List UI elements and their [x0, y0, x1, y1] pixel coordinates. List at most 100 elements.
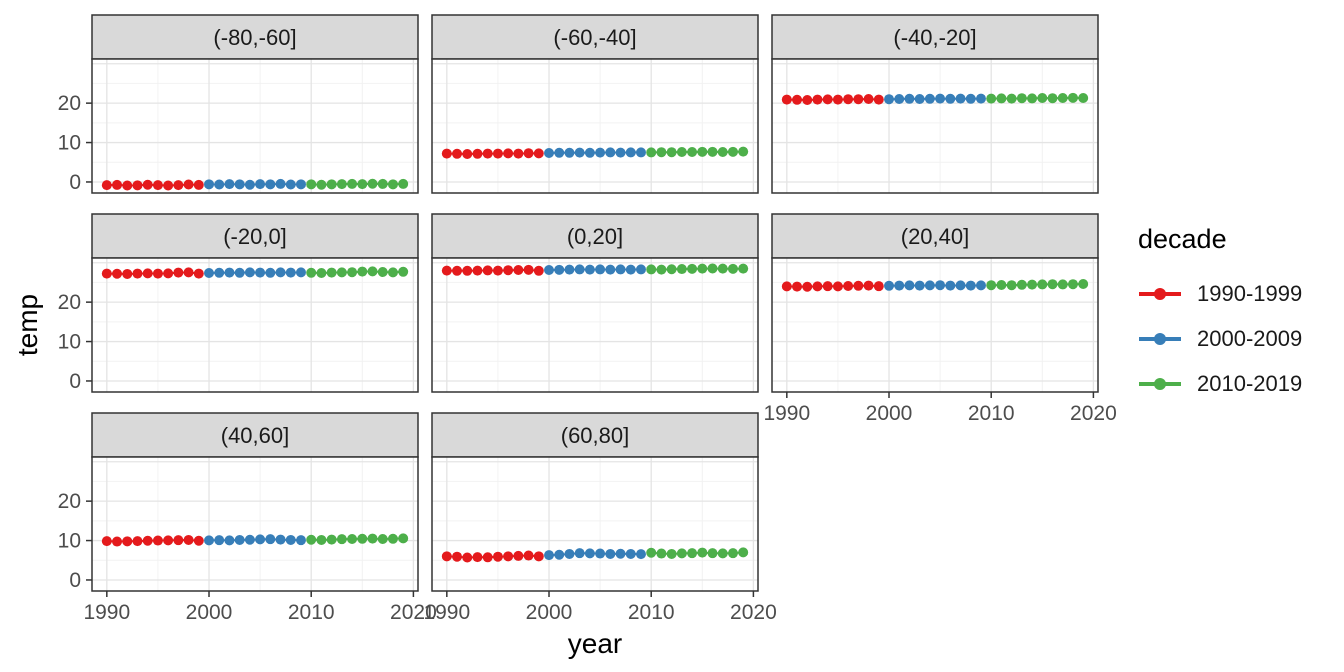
- y-axis-tick-label: 0: [69, 370, 81, 393]
- panel-background: [92, 59, 418, 193]
- data-point: [183, 267, 194, 278]
- data-point: [132, 268, 143, 279]
- data-point: [554, 264, 565, 275]
- legend-entries: 1990-1999 2000-2009 2010-2019: [1138, 271, 1302, 406]
- data-point: [717, 548, 728, 559]
- data-point: [625, 147, 636, 158]
- data-point: [513, 550, 524, 561]
- data-point: [112, 536, 123, 547]
- facet-strip-label: (-20,0]: [223, 224, 287, 249]
- data-point: [295, 535, 306, 546]
- data-point: [1047, 279, 1058, 290]
- data-point: [255, 267, 266, 278]
- x-axis-tick-label: 2020: [390, 601, 437, 624]
- data-point: [492, 265, 503, 276]
- data-point: [595, 264, 606, 275]
- data-point: [544, 550, 555, 561]
- data-point: [656, 548, 667, 559]
- panel-border: [91, 456, 419, 592]
- data-point: [1006, 280, 1017, 291]
- data-point: [625, 264, 636, 275]
- facet-strip: [771, 213, 1099, 259]
- data-point: [564, 264, 575, 275]
- panel-border: [771, 58, 1099, 194]
- data-point: [142, 268, 153, 279]
- data-point: [214, 267, 225, 278]
- data-point: [574, 147, 585, 158]
- y-axis-tick-label: 10: [58, 530, 81, 553]
- panel-border: [431, 58, 759, 194]
- data-point: [1027, 279, 1038, 290]
- data-point: [163, 268, 174, 279]
- data-point: [441, 551, 452, 562]
- data-point: [122, 268, 133, 279]
- legend-entry: 1990-1999: [1138, 271, 1302, 316]
- data-point: [996, 93, 1007, 104]
- data-point: [357, 179, 368, 190]
- data-point: [646, 264, 657, 275]
- data-point: [738, 547, 749, 558]
- data-point: [544, 147, 555, 158]
- data-point: [707, 548, 718, 559]
- data-point: [584, 147, 595, 158]
- data-point: [367, 178, 378, 189]
- data-point: [101, 180, 112, 191]
- decade-line: [311, 537, 404, 541]
- data-point: [1016, 93, 1027, 104]
- data-point: [275, 178, 286, 189]
- data-point: [316, 179, 327, 190]
- data-point: [802, 94, 813, 105]
- data-point: [687, 548, 698, 559]
- decade-line: [888, 97, 982, 101]
- panel-background: [432, 59, 758, 193]
- panel-background: [92, 457, 418, 591]
- data-point: [625, 548, 636, 559]
- data-point: [635, 549, 646, 560]
- data-point: [615, 264, 626, 275]
- decade-line: [208, 182, 302, 186]
- legend-key-point: [1154, 332, 1166, 345]
- data-point: [523, 550, 534, 561]
- x-axis-tick-label: 2010: [628, 601, 675, 624]
- facet-panel: [91, 456, 419, 592]
- decade-line: [548, 552, 642, 557]
- data-point: [183, 534, 194, 545]
- data-point: [1006, 93, 1017, 104]
- facet-strip: [91, 14, 419, 60]
- data-point: [554, 147, 565, 158]
- data-point: [564, 548, 575, 559]
- decade-line: [651, 267, 744, 271]
- data-point: [843, 94, 854, 105]
- data-point: [265, 534, 276, 545]
- decade-line: [446, 268, 539, 272]
- data-point: [635, 147, 646, 158]
- data-point: [441, 265, 452, 276]
- data-point: [945, 93, 956, 104]
- data-point: [163, 535, 174, 546]
- data-point: [873, 281, 884, 292]
- data-point: [544, 265, 555, 276]
- panel-background: [432, 258, 758, 392]
- data-point: [533, 265, 544, 276]
- y-axis-tick-label: 20: [58, 490, 81, 513]
- data-point: [152, 180, 163, 191]
- data-point: [792, 281, 803, 292]
- data-point: [707, 146, 718, 157]
- data-point: [1057, 93, 1068, 104]
- data-point: [336, 534, 347, 545]
- decade-line: [651, 551, 744, 555]
- data-point: [377, 266, 388, 277]
- data-point: [832, 94, 843, 105]
- panel-border: [91, 58, 419, 194]
- data-point: [347, 267, 358, 278]
- legend-title: decade: [1138, 224, 1227, 254]
- data-point: [533, 148, 544, 159]
- data-point: [595, 548, 606, 559]
- data-point: [1047, 93, 1058, 104]
- x-axis-title: year: [567, 628, 623, 659]
- data-point: [986, 280, 997, 291]
- data-point: [1027, 93, 1038, 104]
- data-point: [646, 547, 657, 558]
- data-point: [122, 536, 133, 547]
- data-point: [935, 93, 946, 104]
